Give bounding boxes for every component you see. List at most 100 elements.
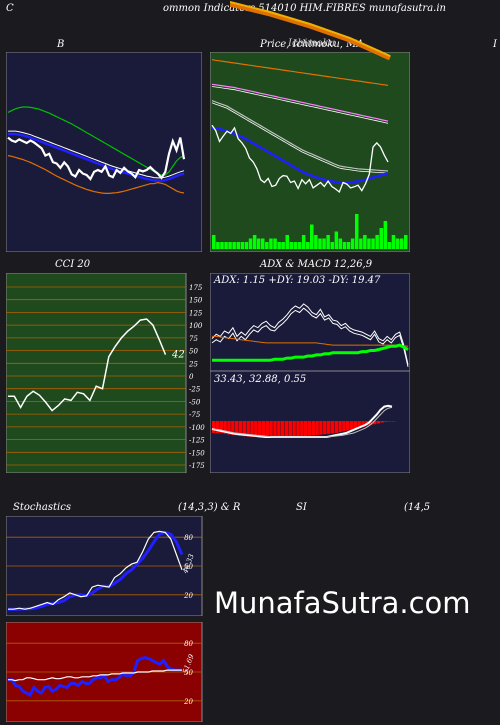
volume-bar xyxy=(359,238,363,249)
cci-bg xyxy=(6,273,187,473)
macd-histogram-bar xyxy=(319,421,323,435)
volume-bar xyxy=(322,238,326,249)
cci-tick-label: 125 xyxy=(189,309,203,317)
macd-histogram-bar xyxy=(223,421,227,434)
macd-histogram-bar xyxy=(212,421,216,433)
volume-bar xyxy=(252,235,257,249)
macd-histogram-bar xyxy=(219,421,224,433)
macd-histogram-bar xyxy=(280,421,285,438)
cci-tick-label: 75 xyxy=(189,335,198,343)
volume-bar xyxy=(269,238,273,249)
price-ma-blue-line xyxy=(211,126,389,184)
bb-title: B xyxy=(57,39,65,50)
volume-bar xyxy=(338,238,343,249)
volume-bar xyxy=(216,242,220,249)
volume-bar xyxy=(244,242,249,249)
bb-lower-line xyxy=(7,155,185,194)
volume-bar xyxy=(399,238,404,249)
macd-histogram-bar xyxy=(300,421,304,437)
cci-tick-label: 175 xyxy=(189,284,203,292)
price-price-line xyxy=(211,124,389,194)
volume-bar xyxy=(224,242,228,249)
adx-title: ADX & MACD 12,26,9 xyxy=(260,259,373,270)
macd-histogram-bar xyxy=(215,421,220,433)
volume-bar xyxy=(289,242,294,249)
cci-tick-label: -75 xyxy=(189,411,201,419)
volume-bar xyxy=(379,228,383,249)
cci-tick-label: -50 xyxy=(189,398,201,406)
macd-histogram-bar xyxy=(338,421,342,433)
volume-bar xyxy=(383,221,388,249)
cci-tick-label: 0 xyxy=(189,373,194,381)
macd-histogram-bar xyxy=(277,421,281,438)
cci-tick-label: 50 xyxy=(189,348,198,356)
macd-histogram-bar xyxy=(334,421,338,433)
volume-bar xyxy=(306,242,310,249)
macd-histogram-bar xyxy=(353,421,358,429)
rsi-mrsi-line xyxy=(8,656,182,698)
volume-bar xyxy=(310,224,314,249)
adx-adx-white-2-line xyxy=(211,307,409,367)
volume-bar xyxy=(342,242,347,249)
macd-histogram-bar xyxy=(296,421,300,437)
adx-green-line xyxy=(212,343,409,362)
cci-line xyxy=(8,318,167,412)
rsi-tick-label: 50 xyxy=(184,669,193,677)
rsi-title: SI xyxy=(296,502,307,513)
volume-bar xyxy=(355,214,359,249)
volume-bar xyxy=(256,238,261,249)
volume-bar xyxy=(285,235,289,249)
volume-bar xyxy=(248,238,253,249)
stoch-params: (14,3,3) & R xyxy=(178,502,241,513)
macd-histogram-bar xyxy=(254,421,258,437)
macd-histogram-bar xyxy=(315,421,319,435)
macd-histogram-bar xyxy=(346,421,350,431)
cci-tick-label: -150 xyxy=(189,449,205,457)
macd-histogram-bar xyxy=(326,421,331,434)
macd-histogram-bar xyxy=(376,421,381,424)
volume-bar xyxy=(240,242,245,249)
macd-histogram-bar xyxy=(369,421,373,425)
cci-tick-label: -175 xyxy=(189,462,205,470)
macd-histogram-bar xyxy=(261,421,266,438)
macd-histogram-bar xyxy=(273,421,277,438)
macd-histogram-bar xyxy=(265,421,269,438)
macd-histogram-bar xyxy=(361,421,365,427)
volume-bar xyxy=(228,242,232,249)
volume-bar xyxy=(265,242,269,249)
volume-bar xyxy=(293,242,298,249)
volume-bar xyxy=(318,238,322,249)
macd-histogram-bar xyxy=(323,421,327,435)
macd-histogram-bar xyxy=(349,421,354,430)
volume-bar xyxy=(391,235,396,249)
adx-orange-line xyxy=(212,335,409,347)
cci-title: CCI 20 xyxy=(55,259,91,270)
cci-tick-label: 100 xyxy=(189,322,203,330)
volume-bar xyxy=(346,242,351,249)
macd-histogram-bar xyxy=(227,421,231,435)
bollinger-chart xyxy=(6,52,202,252)
stochastics-d-line xyxy=(8,530,184,611)
macd-histogram-bar xyxy=(258,421,262,438)
overflow-yellow-line xyxy=(230,1,391,57)
stoch-title: Stochastics xyxy=(13,502,71,513)
macd-histogram-bar xyxy=(288,421,292,438)
adx-macd-chart xyxy=(210,273,410,473)
adx-readout: ADX: 1.15 +DY: 19.03 -DY: 19.47 xyxy=(214,275,381,286)
volume-bar xyxy=(375,235,379,249)
volume-bar xyxy=(220,242,224,249)
macd-histogram-bar xyxy=(284,421,289,438)
price-title: Price, Ichimoku, MA xyxy=(260,39,364,50)
macd-histogram-bar xyxy=(384,421,388,422)
price-ma-pink-line xyxy=(211,83,389,122)
volume-bar xyxy=(236,242,240,249)
price-overflow-line xyxy=(230,1,392,61)
right-edge-label: I xyxy=(493,39,497,50)
stochastics-tick-label: 80 xyxy=(184,534,193,542)
volume-bar xyxy=(395,238,400,249)
rsi-rsi-line xyxy=(8,669,182,682)
price-ma-pink-2-line xyxy=(211,86,389,124)
macd-histogram-bar xyxy=(242,421,246,437)
